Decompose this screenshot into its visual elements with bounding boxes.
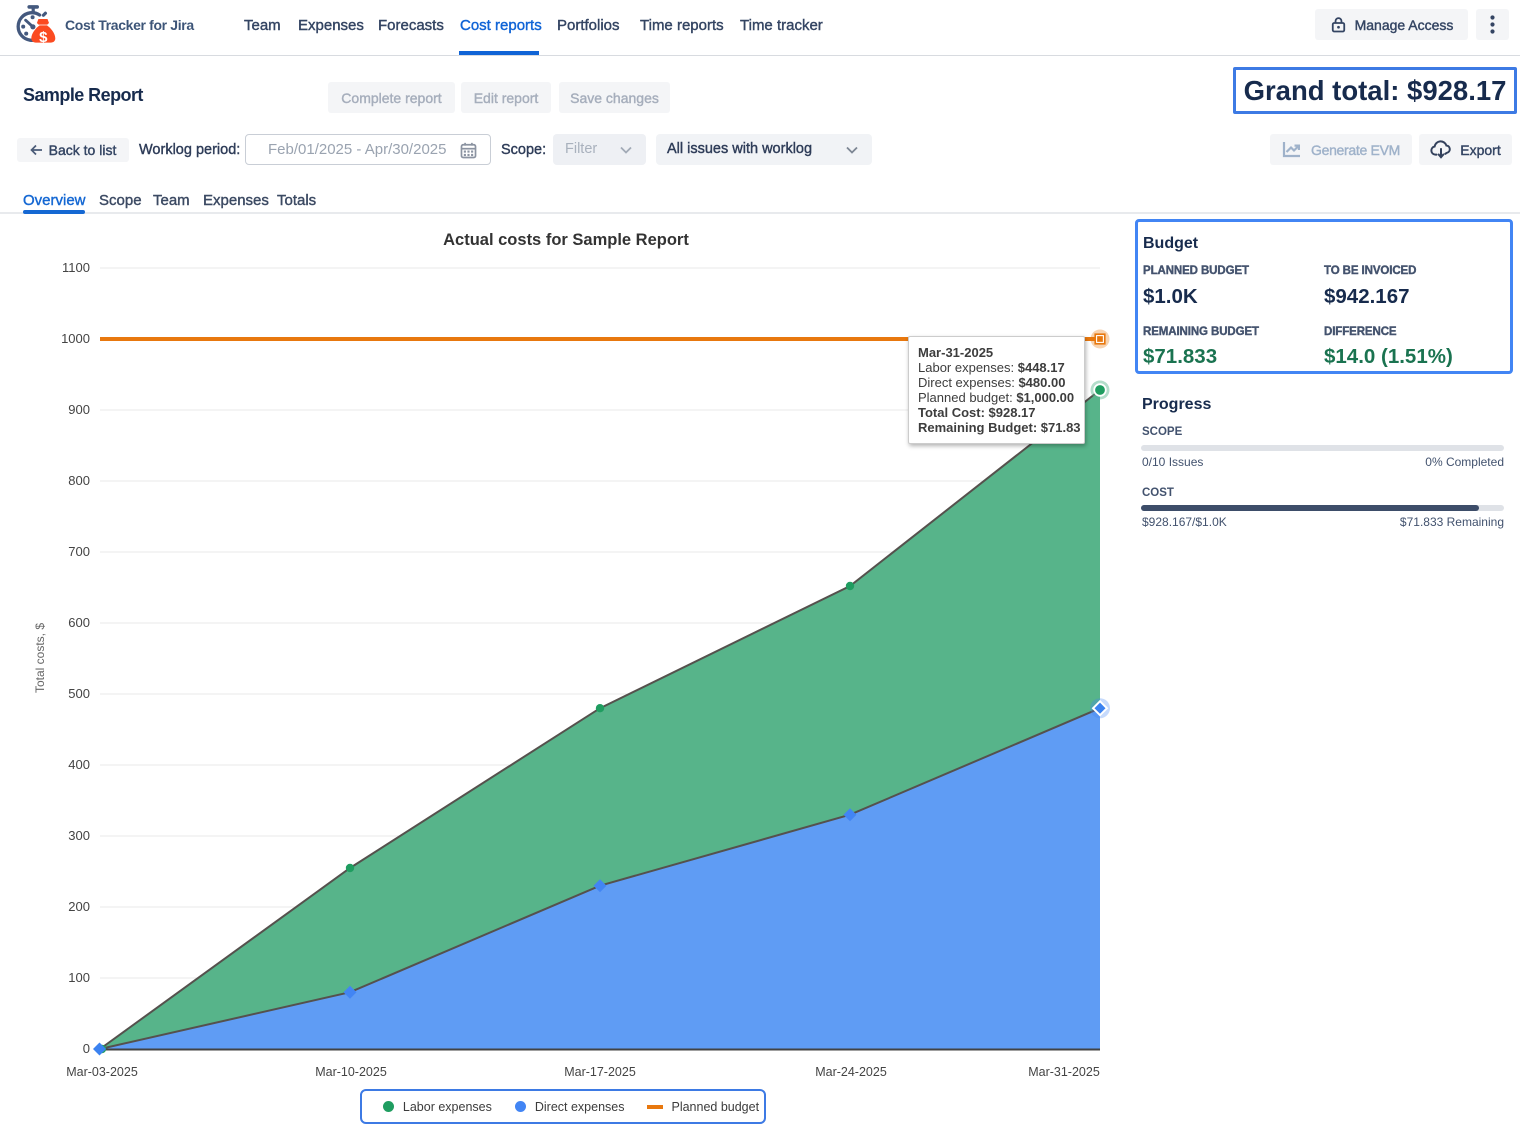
svg-text:0: 0 (83, 1041, 90, 1056)
svg-text:1000: 1000 (61, 331, 90, 346)
svg-text:100: 100 (68, 970, 90, 985)
svg-text:Mar-03-2025: Mar-03-2025 (66, 1065, 138, 1079)
svg-text:900: 900 (68, 402, 90, 417)
svg-text:300: 300 (68, 828, 90, 843)
svg-text:400: 400 (68, 757, 90, 772)
svg-text:Actual costs for Sample Report: Actual costs for Sample Report (443, 231, 689, 249)
svg-text:Mar-17-2025: Mar-17-2025 (564, 1065, 636, 1079)
svg-text:Mar-10-2025: Mar-10-2025 (315, 1065, 387, 1079)
svg-text:800: 800 (68, 473, 90, 488)
svg-text:Mar-31-2025: Mar-31-2025 (1028, 1065, 1100, 1079)
svg-text:Total costs, $: Total costs, $ (33, 623, 47, 693)
svg-text:Mar-24-2025: Mar-24-2025 (815, 1065, 887, 1079)
svg-text:500: 500 (68, 686, 90, 701)
svg-text:600: 600 (68, 615, 90, 630)
svg-text:700: 700 (68, 544, 90, 559)
svg-text:1100: 1100 (62, 260, 90, 275)
svg-text:$: $ (39, 29, 48, 46)
svg-text:200: 200 (68, 899, 90, 914)
